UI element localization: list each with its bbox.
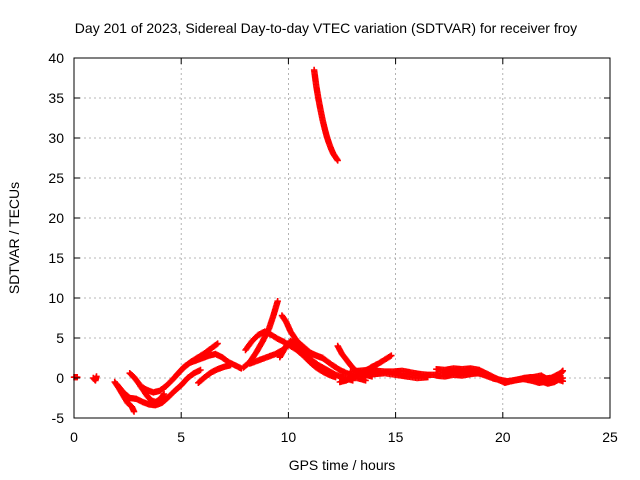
x-tick-label: 10 xyxy=(281,429,297,445)
y-tick-label: 0 xyxy=(56,370,64,386)
series-isolated-2 xyxy=(90,373,100,384)
x-tick-label: 15 xyxy=(388,429,404,445)
chart-title: Day 201 of 2023, Sidereal Day-to-day VTE… xyxy=(75,20,577,36)
data-point xyxy=(424,374,431,381)
y-axis-label: SDTVAR / TECUs xyxy=(6,182,22,294)
data-point xyxy=(319,354,326,362)
y-tick-label: 30 xyxy=(48,130,64,146)
data-point xyxy=(159,391,167,399)
series-isolated-1 xyxy=(70,374,81,381)
series-arc-peak-1 xyxy=(240,298,281,371)
series-arc-eve-3 xyxy=(439,367,567,385)
data-point xyxy=(274,298,281,305)
data-point xyxy=(74,374,81,381)
data-point xyxy=(559,378,567,385)
y-tick-label: 5 xyxy=(56,330,64,346)
data-point xyxy=(334,157,341,164)
data-points xyxy=(70,66,567,415)
x-axis-label: GPS time / hours xyxy=(289,457,396,473)
series-arc-spike xyxy=(310,66,341,164)
y-tick-label: 40 xyxy=(48,50,64,66)
data-point xyxy=(130,408,138,415)
data-point xyxy=(197,366,204,374)
series-arc-eve-4 xyxy=(531,376,567,387)
data-point xyxy=(160,390,168,398)
y-tick-label: 15 xyxy=(48,250,64,266)
series-arc-peak-5 xyxy=(278,312,326,362)
y-tick-label: -5 xyxy=(52,410,65,426)
x-tick-label: 5 xyxy=(177,429,185,445)
y-tick-label: 10 xyxy=(48,290,64,306)
x-tick-label: 0 xyxy=(70,429,78,445)
y-tick-label: 35 xyxy=(48,90,64,106)
axis-ticks: 0 5 10 15 20 25 -5 0 5 10 15 20 25 30 35 40 xyxy=(48,50,618,445)
data-point xyxy=(388,352,395,359)
grid xyxy=(74,58,610,418)
y-tick-label: 25 xyxy=(48,170,64,186)
x-tick-label: 20 xyxy=(495,429,511,445)
series-arc-low-2 xyxy=(113,366,204,409)
data-point xyxy=(93,373,100,380)
y-tick-label: 20 xyxy=(48,210,64,226)
x-tick-label: 25 xyxy=(602,429,618,445)
data-point xyxy=(559,367,567,374)
data-point xyxy=(214,340,221,347)
plot-frame xyxy=(73,57,611,419)
data-point xyxy=(227,362,234,369)
series-arc-late-4 xyxy=(360,370,431,382)
series-arc-mid-2 xyxy=(195,362,234,386)
